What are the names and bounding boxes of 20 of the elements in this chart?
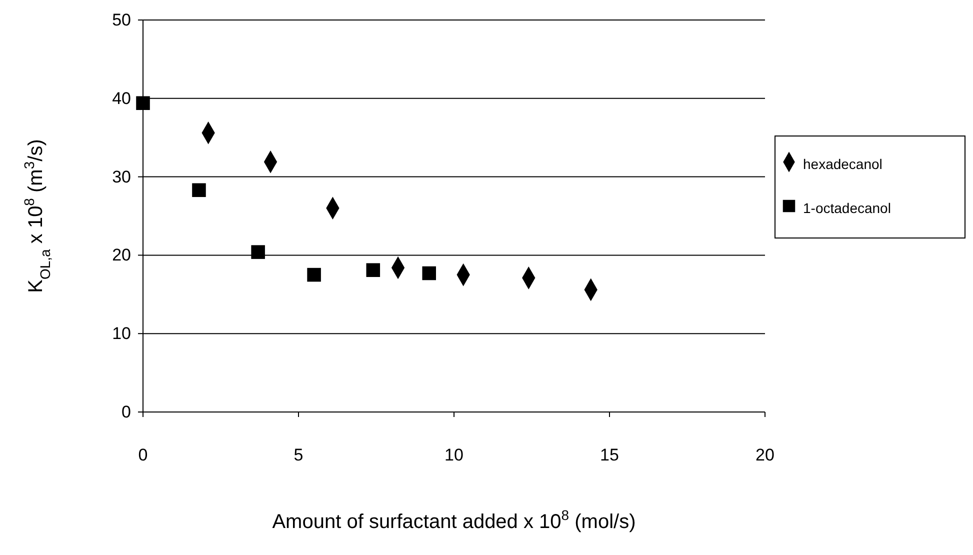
x-tick-label: 20 — [756, 446, 774, 464]
x-tick-label: 10 — [444, 446, 464, 464]
y-tick-label: 10 — [112, 324, 131, 344]
legend-label: hexadecanol — [803, 156, 882, 172]
y-tick-label: 30 — [112, 167, 131, 186]
point — [422, 266, 436, 280]
y-tick-label: 0 — [122, 402, 131, 422]
point — [136, 96, 150, 110]
x-tick-label: 15 — [600, 446, 619, 464]
x-tick-label: 5 — [294, 446, 304, 464]
x-tick-label: 0 — [138, 446, 148, 464]
y-tick-label: 20 — [112, 246, 131, 265]
point — [192, 183, 206, 198]
point — [251, 245, 265, 259]
y-tick-label: 50 — [112, 10, 131, 30]
point — [307, 268, 321, 282]
y-tick-label: 40 — [112, 88, 131, 108]
x-axis-title: Amount of surfactant added x 10$^{8}$ (mol/s) — [272, 507, 636, 533]
legend-label: 1-octadecanol — [803, 200, 891, 216]
point — [366, 263, 380, 277]
